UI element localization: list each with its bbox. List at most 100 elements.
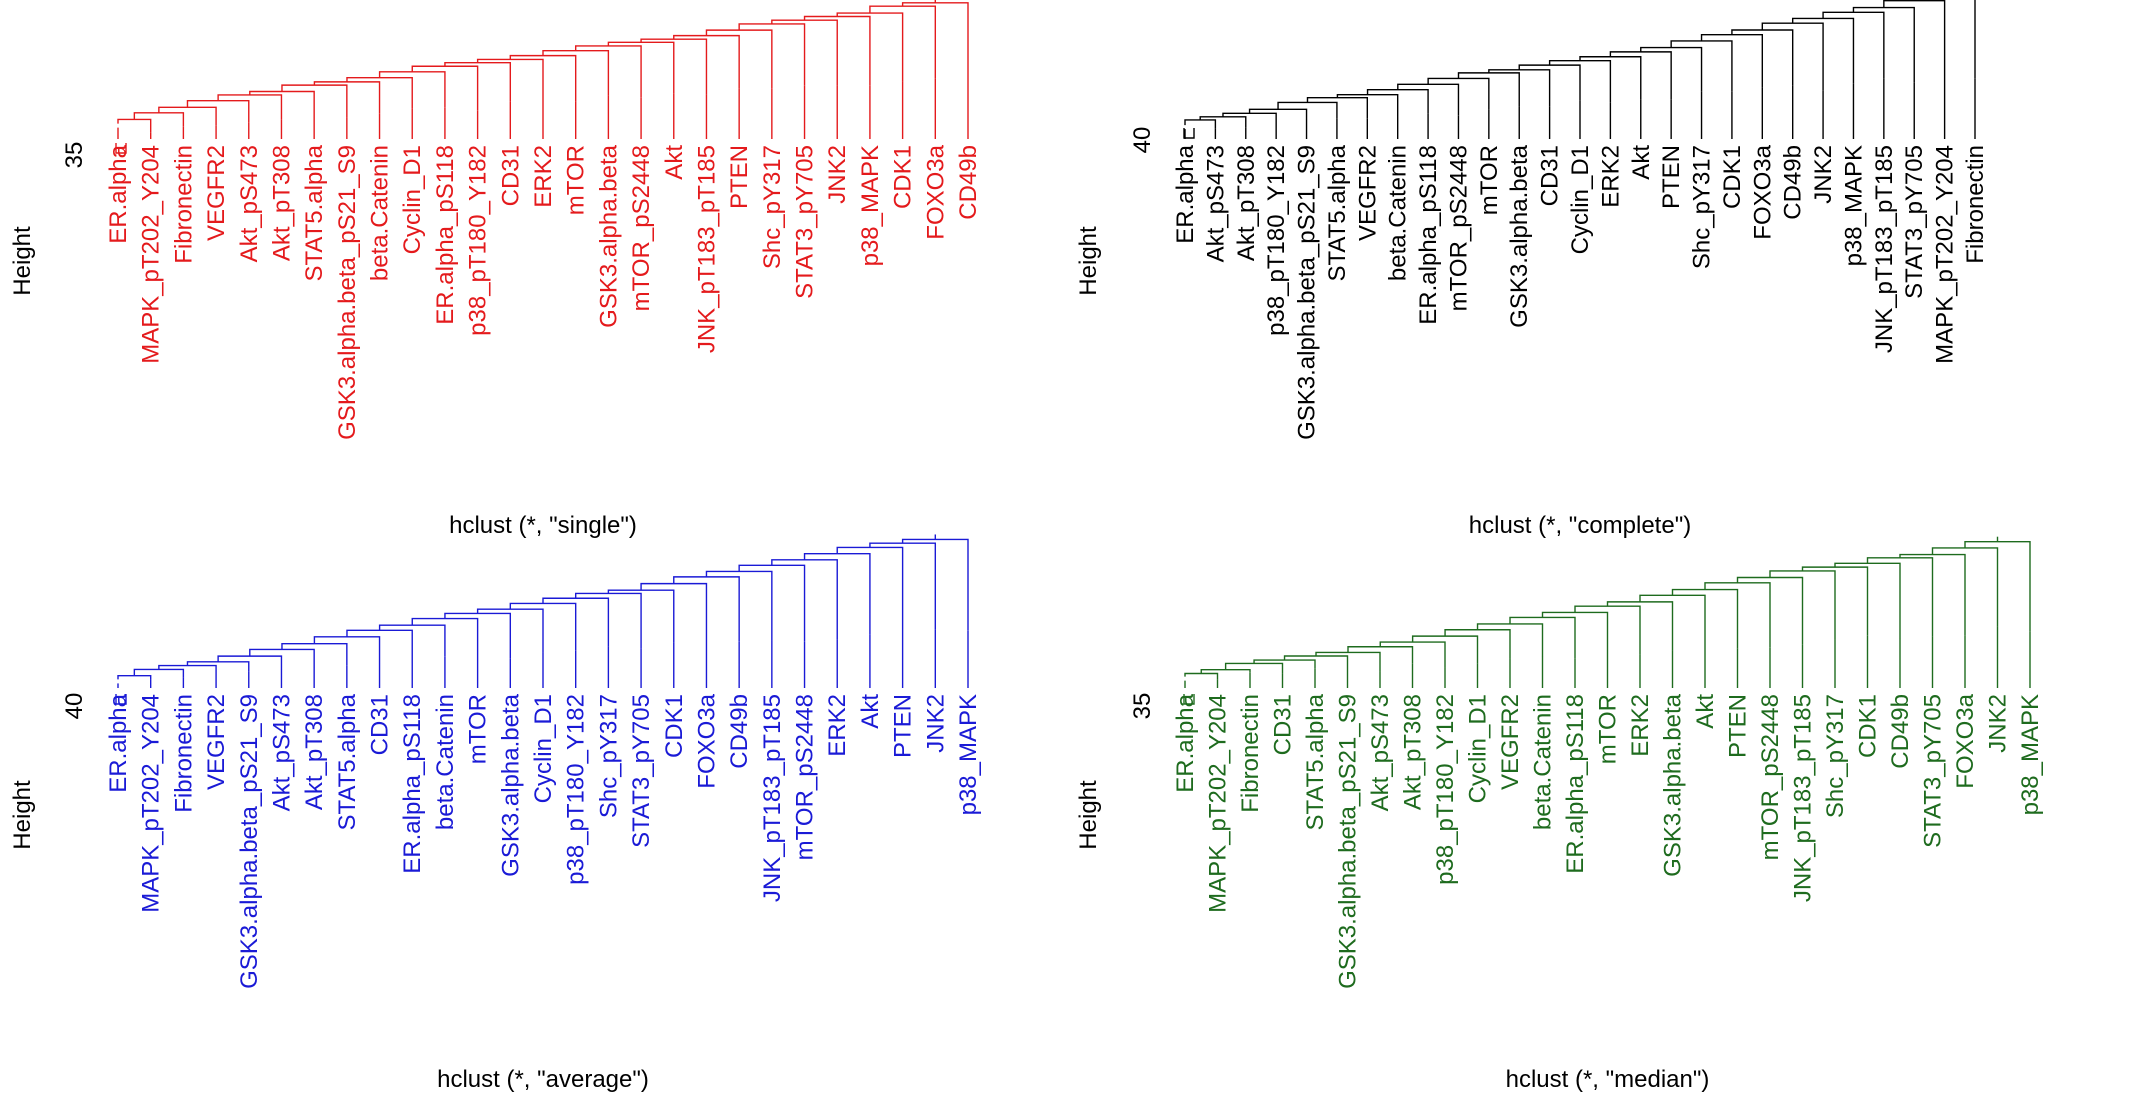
leaf-label: STAT5.alpha: [1324, 144, 1351, 281]
leaf-label: Cyclin_D1: [530, 694, 557, 803]
leaf-label: Akt_pT308: [1400, 694, 1427, 810]
leaf-label: JNK2: [1810, 145, 1837, 204]
leaf-label: Shc_pY317: [1689, 145, 1716, 269]
merge-bracket: [1671, 588, 1739, 649]
leaf-label: CD49b: [1887, 694, 1914, 769]
leaf-label: mTOR: [1476, 145, 1503, 215]
leaf-label: Fibronectin: [1962, 145, 1989, 264]
leaf-label: STAT3_pY705: [792, 145, 819, 299]
dendrogram-panel-1: ER.alpha MAPK_pT202_Y204 Fibronectin VEGFR2…: [9, 0, 982, 539]
leaf-label: FOXO3a: [922, 144, 949, 239]
leaf-label: Akt: [857, 694, 884, 729]
leaf-label: JNK_pT183_pT185: [1790, 694, 1817, 902]
leaf-label: JNK_pT183_pT185: [693, 145, 720, 353]
y-tick-mark: [1183, 694, 1195, 705]
merge-bracket: [1931, 547, 1999, 627]
leaf-label: p38_MAPK: [857, 145, 884, 266]
leaf-label: GSK3.alpha.beta: [1660, 693, 1687, 876]
leaf-label: MAPK_pT202_Y204: [138, 694, 165, 913]
leaf-label: ERK2: [530, 145, 557, 208]
merge-bracket: [869, 5, 937, 79]
merge-bracket: [186, 100, 250, 123]
y-axis-label: Height: [1075, 226, 1102, 296]
merge-bracket: [1184, 119, 1217, 129]
merge-bracket: [1964, 541, 2031, 632]
merge-bracket: [1913, 0, 1976, 79]
leaf-label: p38_MAPK: [2017, 694, 2044, 815]
y-axis-label: Height: [9, 780, 36, 850]
merge-bracket: [444, 612, 512, 659]
leaf-label: JNK2: [824, 145, 851, 204]
merge-bracket: [158, 106, 217, 126]
leaf-label: Akt_pS473: [268, 694, 295, 811]
leaf-label: JNK_pT183_pT185: [759, 694, 786, 902]
merge-bracket: [1336, 93, 1399, 117]
leaf-label: MAPK_pT202_Y204: [138, 145, 165, 364]
leaf-label: mTOR_pS2448: [1445, 145, 1472, 311]
leaf-label: GSK3.alpha.beta_pS21_S9: [1294, 145, 1321, 440]
y-tick-label: 35: [61, 142, 88, 169]
merge-bracket: [1801, 566, 1869, 636]
leaf-label: ER.alpha: [105, 693, 132, 792]
merge-bracket: [378, 624, 446, 657]
leaf-label: beta.Catenin: [367, 145, 394, 281]
merge-bracket: [1639, 594, 1706, 649]
leaf-label: MAPK_pT202_Y204: [1205, 694, 1232, 913]
merge-bracket: [1248, 108, 1308, 120]
leaf-label: ER.alpha: [105, 144, 132, 243]
leaf-label: PTEN: [1658, 145, 1685, 209]
merge-bracket: [1541, 611, 1609, 658]
merge-bracket: [1579, 56, 1642, 100]
leaf-label: CD49b: [726, 694, 753, 769]
leaf-label: STAT5.alpha: [334, 693, 361, 830]
leaf-label: STAT3_pY705: [1920, 694, 1947, 848]
leaf-label: Akt: [1628, 145, 1655, 180]
y-axis-label: Height: [9, 226, 36, 296]
leaf-label: STAT3_pY705: [1901, 145, 1928, 299]
merge-bracket: [1731, 29, 1794, 86]
merge-bracket: [869, 542, 937, 630]
leaf-label: VEGFR2: [203, 694, 230, 790]
leaf-label: Shc_pY317: [595, 694, 622, 818]
merge-bracket: [673, 576, 740, 642]
merge-bracket: [836, 12, 904, 82]
dendrogram-panel-4: ER.alpha MAPK_pT202_Y204 Fibronectin CD31 ST…: [1075, 536, 2044, 1093]
merge-bracket: [249, 648, 315, 668]
merge-bracket: [1277, 101, 1338, 119]
leaf-label: CDK1: [890, 145, 917, 209]
leaf-label: Akt_pS473: [1202, 145, 1229, 262]
leaf-label: ERK2: [1597, 145, 1624, 208]
leaf-label: mTOR: [563, 145, 590, 215]
y-tick-mark: [1183, 128, 1195, 139]
leaf-label: ERK2: [1627, 694, 1654, 757]
leaf-label: ER.alpha: [1172, 144, 1199, 243]
leaf-label: beta.Catenin: [1530, 694, 1557, 830]
leaf-label: JNK2: [922, 694, 949, 753]
merge-bracket: [574, 592, 642, 649]
leaf-label: ER.alpha_pS118: [1562, 694, 1589, 874]
merge-bracket: [117, 118, 152, 133]
leaf-label: p38_pT180_Y182: [1263, 145, 1290, 336]
leaf-label: STAT5.alpha: [301, 144, 328, 281]
leaf-label: PTEN: [726, 145, 753, 209]
merge-bracket: [1834, 562, 1901, 639]
x-axis-label: hclust (*, "complete"): [1469, 512, 1691, 539]
leaf-label: GSK3.alpha.beta: [595, 144, 622, 327]
y-axis-label: Height: [1075, 780, 1102, 850]
leaf-label: CDK1: [1855, 694, 1882, 758]
merge-bracket: [1457, 72, 1520, 107]
leaf-label: STAT5.alpha: [1302, 693, 1329, 830]
y-tick-label: 35: [1129, 693, 1156, 720]
leaf-label: Akt: [1692, 694, 1719, 729]
leaf-label: p38_MAPK: [955, 694, 982, 815]
leaf-label: CDK1: [1719, 145, 1746, 209]
leaf-label: Cyclin_D1: [1465, 694, 1492, 803]
merge-bracket: [444, 62, 512, 102]
x-axis-label: hclust (*, "average"): [437, 1066, 649, 1093]
merge-bracket: [1347, 646, 1414, 664]
leaf-label: ER.alpha_pS118: [1415, 145, 1442, 325]
leaf-label: CD49b: [955, 145, 982, 220]
merge-bracket: [1366, 88, 1429, 114]
leaf-label: Akt_pS473: [1367, 694, 1394, 811]
